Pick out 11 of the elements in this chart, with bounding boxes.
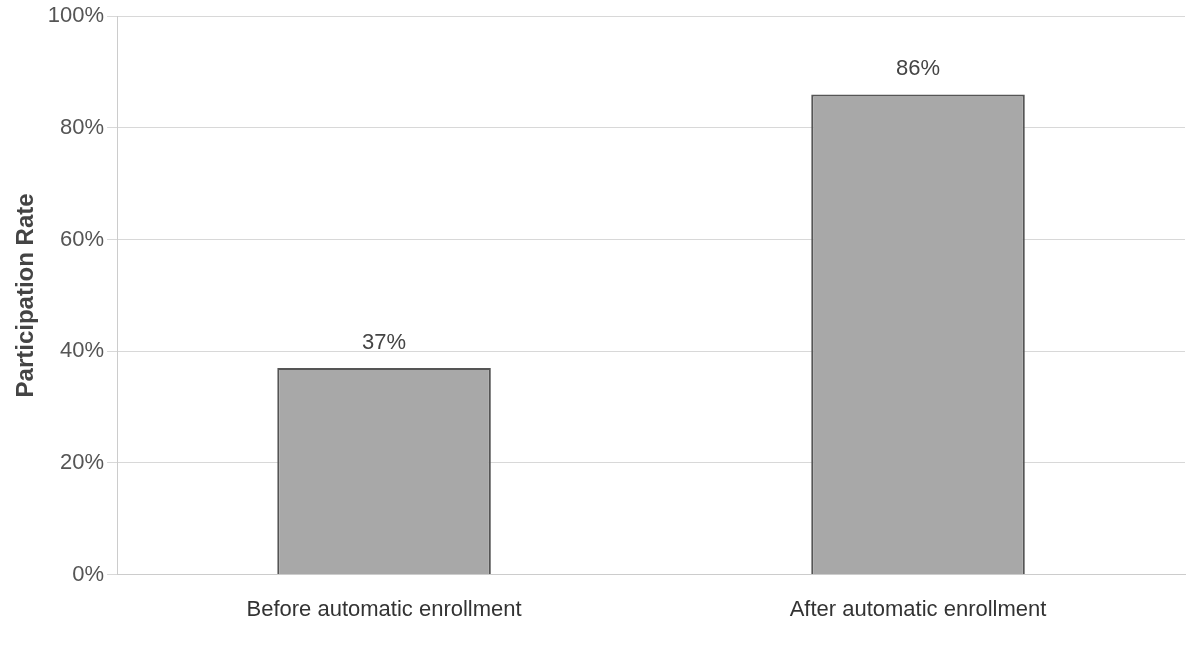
y-tick-label: 100%	[47, 2, 105, 28]
y-tick-label: 80%	[60, 113, 105, 139]
x-tick-label: Before automatic enrollment	[246, 595, 522, 621]
x-tick-label: After automatic enrollment	[789, 595, 1047, 621]
y-axis-title: Participation Rate	[11, 193, 39, 398]
data-label: 86%	[895, 55, 941, 81]
y-tick-label: 20%	[60, 448, 105, 474]
y-tick-label: 0%	[72, 560, 105, 586]
y-tick-label: 60%	[60, 225, 105, 251]
data-label: 37%	[362, 329, 407, 355]
y-tick-label: 40%	[60, 337, 105, 363]
